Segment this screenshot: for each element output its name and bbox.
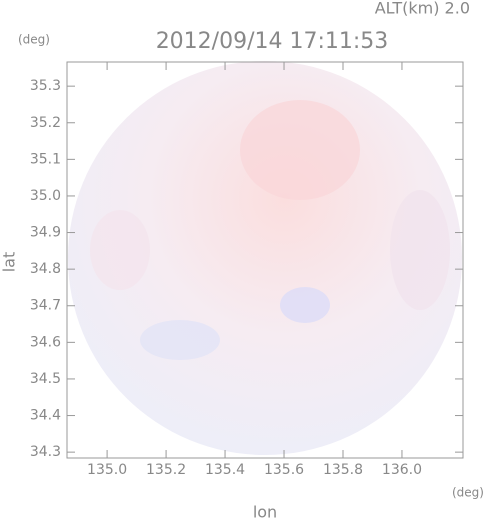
y-tick-label: 34.8 — [30, 261, 61, 277]
y-tick-label: 35.1 — [30, 151, 61, 167]
x-tick-label: 135.0 — [87, 462, 127, 478]
y-tick-label: 35.2 — [30, 115, 61, 131]
x-tick-label: 135.8 — [323, 462, 363, 478]
y-tick-label: 35.0 — [30, 188, 61, 204]
y-tick-label: 34.3 — [30, 444, 61, 460]
y-tick-label: 34.5 — [30, 371, 61, 387]
y-unit: (deg) — [18, 33, 50, 47]
y-tick-label: 34.9 — [30, 225, 61, 241]
subtitle: ALT(km) 2.0 — [375, 0, 470, 18]
y-tick-label: 34.7 — [30, 298, 61, 314]
x-unit: (deg) — [452, 486, 484, 500]
x-tick-label: 136.0 — [382, 462, 422, 478]
y-tick-label: 34.6 — [30, 334, 61, 350]
y-axis-label: lat — [0, 252, 19, 273]
y-tick-label: 34.4 — [30, 408, 61, 424]
x-tick-label: 135.2 — [146, 462, 186, 478]
chart-title: 2012/09/14 17:11:53 — [156, 29, 389, 54]
radar-field — [68, 61, 462, 455]
y-tick-label: 35.3 — [30, 78, 61, 94]
plot-frame — [66, 61, 464, 459]
x-tick-label: 135.4 — [205, 462, 245, 478]
x-tick-label: 135.6 — [264, 462, 304, 478]
x-axis-label: lon — [253, 503, 277, 521]
